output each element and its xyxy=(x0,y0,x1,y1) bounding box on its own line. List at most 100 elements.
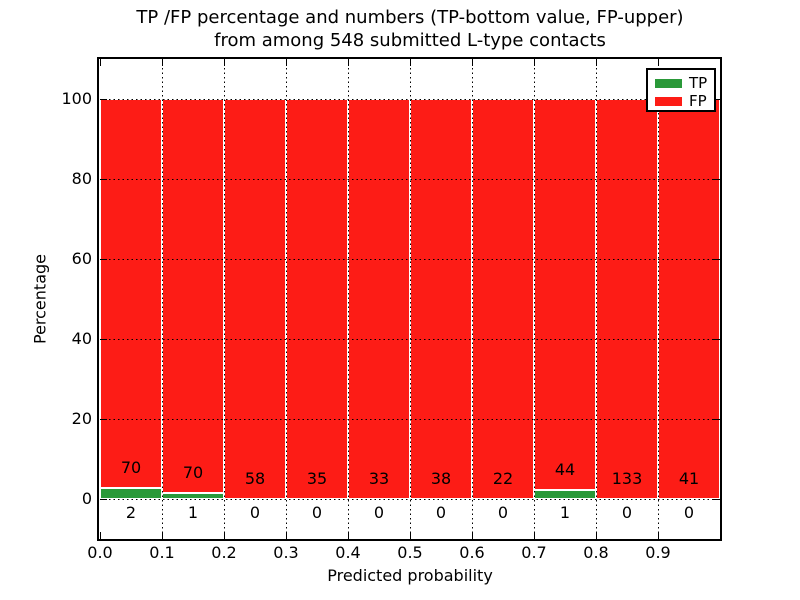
grid-line-v xyxy=(657,59,659,539)
y-tick-mark xyxy=(100,338,107,340)
x-tick-mark-top xyxy=(285,59,287,66)
bar-fp-segment xyxy=(286,99,348,499)
grid-line-v xyxy=(285,59,287,539)
y-tick-mark-right xyxy=(713,178,720,180)
fp-count-label: 58 xyxy=(244,469,266,488)
grid-line-v xyxy=(161,59,163,539)
fp-count-label: 38 xyxy=(430,469,452,488)
chart-title: TP /FP percentage and numbers (TP-bottom… xyxy=(0,6,800,52)
x-tick-mark-top xyxy=(223,59,225,66)
legend-label-tp: TP xyxy=(689,73,708,92)
x-axis-label: Predicted probability xyxy=(327,566,493,585)
x-tick-mark xyxy=(161,532,163,539)
fp-count-label: 44 xyxy=(554,460,576,480)
bar-fp-segment xyxy=(658,99,720,499)
bar-fp-segment xyxy=(162,99,224,494)
grid-line-v xyxy=(223,59,225,539)
legend-swatch-fp xyxy=(655,96,682,106)
x-tick-label: 0.6 xyxy=(459,543,485,562)
tp-count-label: 0 xyxy=(249,502,261,522)
grid-line-v xyxy=(471,59,473,539)
y-tick-label: 40 xyxy=(71,329,92,348)
y-tick-label: 60 xyxy=(71,249,92,268)
legend-entry-fp: FP xyxy=(648,93,714,109)
y-tick-mark-right xyxy=(713,338,720,340)
fp-count-label: 70 xyxy=(182,463,204,483)
x-tick-mark-top xyxy=(161,59,163,66)
fp-count-label: 41 xyxy=(678,469,700,488)
x-tick-label: 0.4 xyxy=(335,543,361,562)
y-tick-mark xyxy=(100,258,107,260)
tp-count-label: 1 xyxy=(559,502,571,522)
fp-count-label: 70 xyxy=(120,457,142,477)
x-tick-mark-top xyxy=(657,59,659,66)
fp-count-label: 33 xyxy=(368,469,390,488)
bar-fp-segment xyxy=(472,99,534,499)
chart-title-line1: TP /FP percentage and numbers (TP-bottom… xyxy=(136,7,684,28)
y-tick-mark xyxy=(100,418,107,420)
bar-fp-segment xyxy=(224,99,286,499)
y-tick-label: 20 xyxy=(71,409,92,428)
y-tick-mark-right xyxy=(713,498,720,500)
x-tick-mark xyxy=(223,532,225,539)
x-tick-mark-top xyxy=(347,59,349,66)
x-tick-mark-top xyxy=(533,59,535,66)
x-tick-mark xyxy=(285,532,287,539)
x-tick-mark xyxy=(657,532,659,539)
legend-label-fp: FP xyxy=(689,91,707,110)
y-tick-mark-right xyxy=(713,418,720,420)
tp-count-label: 0 xyxy=(373,502,385,522)
x-tick-label: 0.0 xyxy=(87,543,113,562)
legend: TP FP xyxy=(646,68,716,112)
x-tick-label: 0.1 xyxy=(149,543,175,562)
x-tick-mark xyxy=(471,532,473,539)
bar-fp-segment xyxy=(410,99,472,499)
chart-title-line2: from among 548 submitted L-type contacts xyxy=(214,30,606,51)
x-tick-mark-top xyxy=(409,59,411,66)
y-tick-mark-right xyxy=(713,258,720,260)
bar-fp-segment xyxy=(534,99,596,491)
x-tick-mark xyxy=(409,532,411,539)
bar-fp-segment xyxy=(348,99,410,499)
legend-entry-tp: TP xyxy=(648,75,714,91)
tp-count-label: 0 xyxy=(497,502,509,522)
x-tick-mark-top xyxy=(99,59,101,66)
x-tick-mark xyxy=(347,532,349,539)
x-tick-mark xyxy=(99,532,101,539)
x-tick-mark-top xyxy=(595,59,597,66)
x-tick-mark xyxy=(595,532,597,539)
y-tick-label: 100 xyxy=(61,89,92,108)
x-tick-label: 0.5 xyxy=(397,543,423,562)
grid-line-v xyxy=(347,59,349,539)
y-tick-label: 80 xyxy=(71,169,92,188)
tp-count-label: 2 xyxy=(125,502,137,522)
bar-tp-segment xyxy=(100,487,162,499)
y-axis-label: Percentage xyxy=(30,253,50,345)
tp-count-label: 1 xyxy=(187,502,199,522)
tp-count-label: 0 xyxy=(435,502,447,522)
grid-line-v xyxy=(409,59,411,539)
x-tick-mark-top xyxy=(471,59,473,66)
y-tick-mark xyxy=(100,178,107,180)
grid-line-v xyxy=(595,59,597,539)
tp-count-label: 0 xyxy=(311,502,323,522)
x-tick-mark xyxy=(533,532,535,539)
bar-fp-segment xyxy=(100,99,162,488)
fp-count-label: 22 xyxy=(492,469,514,488)
grid-line-v xyxy=(533,59,535,539)
tp-count-label: 0 xyxy=(683,502,695,522)
y-tick-mark-right xyxy=(713,98,720,100)
fp-count-label: 133 xyxy=(611,469,643,488)
tp-count-label: 0 xyxy=(621,502,633,522)
y-tick-mark xyxy=(100,98,107,100)
fp-count-label: 35 xyxy=(306,469,328,488)
x-tick-label: 0.9 xyxy=(645,543,671,562)
legend-swatch-tp xyxy=(655,78,682,88)
y-tick-label: 0 xyxy=(81,489,92,508)
y-tick-mark xyxy=(100,498,107,500)
x-tick-label: 0.2 xyxy=(211,543,237,562)
x-tick-label: 0.3 xyxy=(273,543,299,562)
bar-fp-segment xyxy=(596,99,658,499)
